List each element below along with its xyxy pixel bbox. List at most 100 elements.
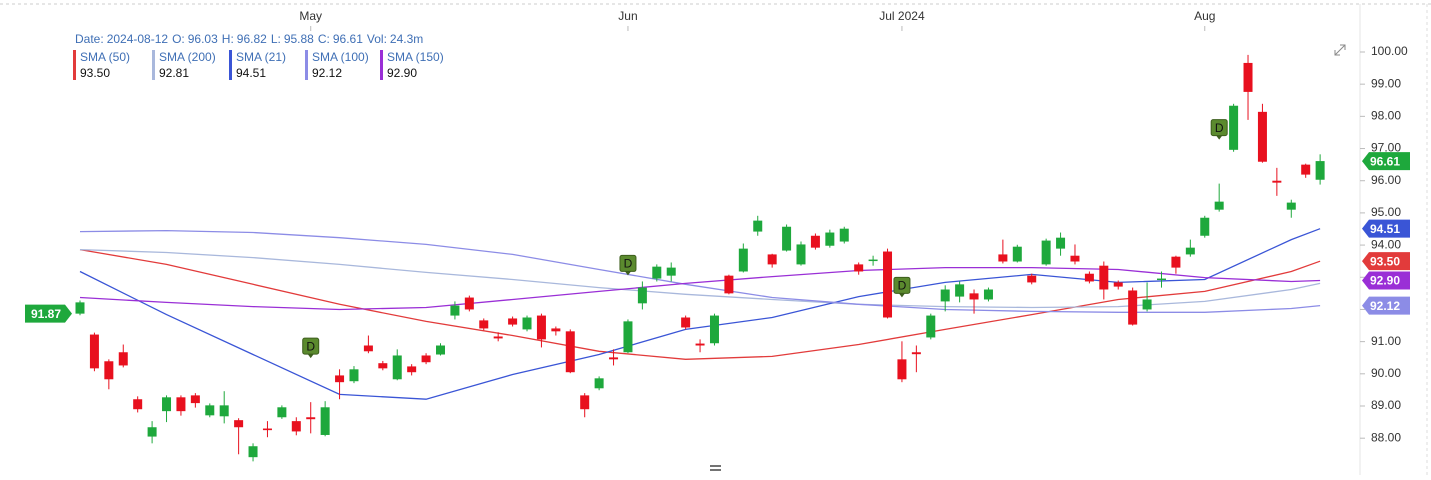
header-value: 96.61 — [333, 32, 363, 46]
candle-body — [421, 355, 431, 363]
sma-tag-label: 93.50 — [1370, 254, 1400, 268]
legend-swatch — [305, 50, 308, 80]
candle-body — [450, 305, 460, 316]
x-tick-label: Aug — [1194, 9, 1215, 23]
header-value: 96.03 — [188, 32, 218, 46]
candle-body — [1128, 290, 1138, 325]
y-tick-label: 91.00 — [1371, 334, 1401, 348]
candle-body — [753, 220, 763, 232]
sma-tag-label: 94.51 — [1370, 222, 1400, 236]
candle-body — [609, 357, 619, 360]
x-tick-label: Jul 2024 — [879, 9, 925, 23]
candle-body — [248, 446, 258, 458]
candle-body — [854, 264, 864, 272]
candle-body — [1070, 255, 1080, 262]
candle-body — [536, 315, 546, 340]
candle-body — [133, 399, 143, 410]
event-marker-pointer — [1216, 135, 1223, 140]
y-tick-label: 94.00 — [1371, 237, 1401, 251]
header-line: Date: 2024-08-12 O: 96.03 H: 96.82 L: 95.88 C: 96… — [75, 32, 423, 46]
legend-name: SMA (150) — [387, 50, 444, 64]
candle-body — [1012, 246, 1022, 262]
candle-body — [118, 352, 128, 366]
candle-body — [695, 343, 705, 346]
candle-body — [1214, 201, 1224, 210]
candle-body — [277, 407, 287, 418]
candle-body — [320, 407, 330, 435]
legend-name: SMA (21) — [236, 50, 286, 64]
candle-body — [940, 289, 950, 302]
x-tick-label: Jun — [618, 9, 637, 23]
candle-body — [162, 397, 172, 412]
candle-body — [1200, 217, 1210, 236]
y-tick-label: 97.00 — [1371, 141, 1401, 155]
candle-body — [147, 427, 157, 437]
candle-body — [623, 321, 633, 353]
candle-body — [782, 226, 792, 251]
sma-tag — [1362, 296, 1410, 315]
candle-body — [407, 366, 417, 373]
candle-body — [493, 336, 503, 339]
candle-body — [998, 254, 1008, 262]
candle-body — [868, 259, 878, 262]
candle-body — [291, 421, 301, 432]
header-value: 24.3m — [390, 32, 423, 46]
expand-icon[interactable] — [1334, 44, 1346, 56]
event-marker-pointer — [307, 354, 314, 359]
candle-body — [709, 315, 719, 344]
candle-body — [637, 287, 647, 304]
candle-body — [104, 361, 114, 380]
sma-tag — [1362, 219, 1410, 238]
candle-body — [1027, 275, 1037, 283]
candle-body — [724, 275, 734, 294]
legend-swatch — [152, 50, 155, 80]
legend-swatch — [380, 50, 383, 80]
candle-body — [565, 331, 575, 373]
candle-body — [839, 228, 849, 242]
candle-body — [580, 395, 590, 410]
candle-body — [363, 345, 373, 352]
y-tick-label: 98.00 — [1371, 109, 1401, 123]
sma-line — [79, 248, 1321, 309]
candle-body — [897, 359, 907, 380]
event-marker-label: D — [898, 278, 907, 292]
candle-body — [681, 317, 691, 328]
sma-line — [79, 248, 1321, 360]
candle-body — [969, 293, 979, 300]
y-tick-label: 96.00 — [1371, 173, 1401, 187]
legend-swatch — [73, 50, 76, 80]
candle-body — [89, 334, 99, 369]
candle-body — [1084, 273, 1094, 282]
menu-handle[interactable] — [710, 465, 721, 471]
header-label: Vol: — [367, 32, 387, 46]
candle-body — [262, 428, 272, 431]
candle-body — [176, 397, 186, 412]
legend-value: 93.50 — [80, 66, 110, 80]
candle-body — [1099, 265, 1109, 290]
candle-body — [1229, 105, 1239, 150]
candle-body — [436, 345, 445, 355]
legend-swatch — [229, 50, 232, 80]
event-marker-pointer — [898, 293, 905, 298]
candle-body — [810, 235, 820, 248]
legend-value: 92.12 — [312, 66, 342, 80]
candle-body — [955, 284, 965, 297]
candle-body — [883, 251, 893, 318]
candle-body — [767, 254, 777, 265]
candle-body — [738, 248, 748, 272]
start-tag-label: 91.87 — [31, 307, 61, 321]
y-tick-label: 90.00 — [1371, 366, 1401, 380]
y-tick-label: 100.00 — [1371, 44, 1408, 58]
candle-body — [1315, 161, 1325, 180]
candle-body — [219, 405, 229, 417]
candle-body — [479, 320, 489, 329]
candle-body — [1041, 240, 1051, 265]
legend-name: SMA (200) — [159, 50, 216, 64]
candle-body — [522, 317, 532, 330]
y-tick-label: 88.00 — [1371, 430, 1401, 444]
sma-tag-label: 92.90 — [1370, 274, 1400, 288]
candle-body — [378, 363, 388, 369]
candle-body — [392, 355, 402, 380]
event-marker-label: D — [624, 257, 633, 271]
